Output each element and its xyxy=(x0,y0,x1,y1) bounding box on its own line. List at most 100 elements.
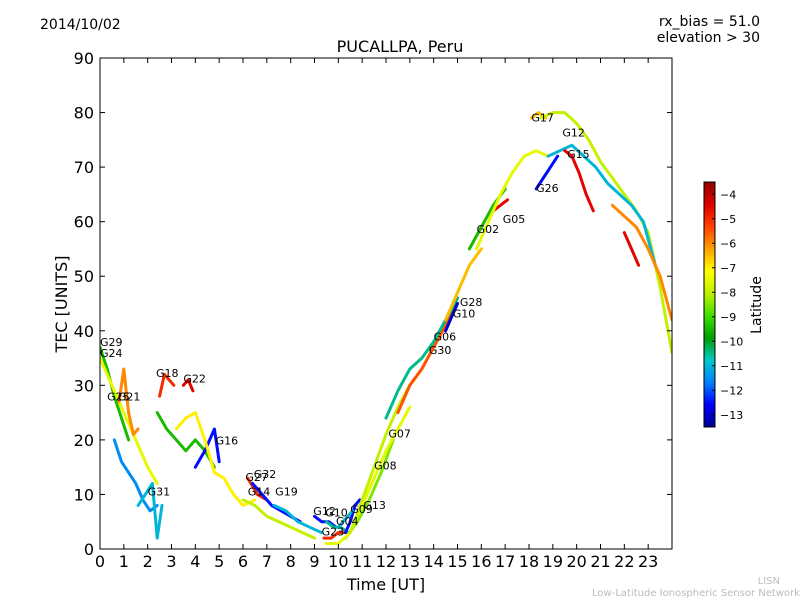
series-g22b xyxy=(622,231,641,267)
satellite-label: G17 xyxy=(531,111,554,124)
satellite-label: G32 xyxy=(254,468,277,481)
colorbar xyxy=(703,181,716,428)
x-tick-label: 13 xyxy=(400,552,420,571)
series-g08 xyxy=(324,405,412,545)
x-tick-label: 5 xyxy=(214,552,224,571)
series-g15 xyxy=(546,143,657,267)
satellite-label: G06 xyxy=(434,331,457,344)
footer-network-abbrev: LISN xyxy=(757,576,780,587)
colorbar-tick-label: −6 xyxy=(720,237,736,250)
series-g30 xyxy=(396,296,459,415)
series-g26 xyxy=(534,154,560,191)
x-tick-label: 3 xyxy=(166,552,176,571)
x-tick-label: 8 xyxy=(286,552,296,571)
x-tick-label: 22 xyxy=(614,552,634,571)
satellite-label: G23 xyxy=(322,525,345,538)
x-tick-label: 7 xyxy=(262,552,272,571)
rx-bias-label: rx_bias = 51.0 xyxy=(658,14,760,30)
series-g26b xyxy=(610,203,672,322)
x-tick-label: 14 xyxy=(423,552,443,571)
x-tick-label: 12 xyxy=(376,552,396,571)
satellite-label: G28 xyxy=(460,296,483,309)
series-g19 xyxy=(272,503,324,535)
satellite-label: G04 xyxy=(336,515,359,528)
elevation-label: elevation > 30 xyxy=(656,30,760,46)
satellite-label: G26 xyxy=(536,182,559,195)
series-g16 xyxy=(193,427,221,469)
satellite-label: G19 xyxy=(275,486,298,499)
x-tick-label: 23 xyxy=(638,552,658,571)
colorbar-tick-label: −5 xyxy=(720,213,736,226)
satellite-label: G18 xyxy=(156,367,179,380)
satellite-label: G15 xyxy=(567,148,590,161)
x-tick-label: 20 xyxy=(566,552,586,571)
satellite-label: G29 xyxy=(100,336,123,349)
date-label: 2014/10/02 xyxy=(40,17,121,33)
series-g18 xyxy=(158,372,176,398)
satellite-label: G05 xyxy=(503,213,526,226)
series-g31 xyxy=(136,482,164,540)
series-g21 xyxy=(117,367,140,436)
plot-frame xyxy=(99,57,673,550)
series-layer xyxy=(100,111,672,545)
series-g12b xyxy=(539,111,672,355)
x-tick-label: 6 xyxy=(238,552,248,571)
series-g14 xyxy=(241,498,316,540)
satellite-label: G25 xyxy=(107,391,130,404)
y-tick-label: 20 xyxy=(74,431,94,450)
satellite-label: G24 xyxy=(100,347,123,360)
x-tick-label: 15 xyxy=(447,552,467,571)
colorbar-tick-label: −11 xyxy=(720,360,743,373)
colorbar-tick-label: −9 xyxy=(720,311,736,324)
y-axis-label: TEC [UNITS] xyxy=(52,256,71,354)
satellite-label: G09 xyxy=(350,503,373,516)
y-tick-label: 0 xyxy=(84,540,94,559)
x-tick-label: 11 xyxy=(352,552,372,571)
x-axis-label: Time [UT] xyxy=(346,575,425,594)
satellite-label: G27 xyxy=(245,471,268,484)
series-g09 xyxy=(344,498,362,535)
satellite-label: G13 xyxy=(363,499,386,512)
series-g04 xyxy=(336,509,355,529)
series-g15b xyxy=(563,149,595,213)
colorbar-ticks: −4 −5 −6 −7 −8 −9 −10 −11 −12 −13 xyxy=(712,188,743,422)
chart-title: PUCALLPA, Peru xyxy=(336,37,464,56)
y-tick-label: 50 xyxy=(74,267,94,286)
colorbar-tick-label: −7 xyxy=(720,262,736,275)
satellite-label: G16 xyxy=(216,434,239,447)
x-tick-label: 1 xyxy=(119,552,129,571)
satellite-label: G10 xyxy=(325,506,348,519)
series-g29 xyxy=(100,345,131,442)
colorbar-tick-label: −10 xyxy=(720,335,743,348)
x-tick-label: 21 xyxy=(590,552,610,571)
y-tick-label: 30 xyxy=(74,376,94,395)
x-tick-label: 2 xyxy=(143,552,153,571)
x-tick-label: 19 xyxy=(543,552,563,571)
y-tick-label: 80 xyxy=(74,104,94,123)
satellite-label: G31 xyxy=(148,486,171,499)
y-tick-label: 60 xyxy=(74,213,94,232)
series-g10b xyxy=(444,302,459,333)
satellite-label: G12 xyxy=(562,127,585,140)
colorbar-label: Latitude xyxy=(749,276,765,334)
series-g23 xyxy=(322,531,347,540)
footer-network-name: Low-Latitude Ionospheric Sensor Network xyxy=(592,588,800,599)
y-tick-label: 40 xyxy=(74,322,94,341)
satellite-label: G08 xyxy=(374,459,397,472)
x-tick-label: 9 xyxy=(309,552,319,571)
satellite-label: G02 xyxy=(477,223,500,236)
satellite-label: G12 xyxy=(313,505,336,518)
series-g28 xyxy=(444,247,483,322)
satellite-label: G21 xyxy=(118,391,141,404)
satellite-label: G07 xyxy=(388,428,411,441)
series-g22 xyxy=(181,378,195,393)
satellite-label: G30 xyxy=(429,344,452,357)
satellite-label: G22 xyxy=(183,373,206,386)
colorbar-tick-label: −8 xyxy=(720,286,736,299)
satellite-label: G10 xyxy=(453,308,476,321)
y-tick-label: 90 xyxy=(74,49,94,68)
ticks-layer: 0 1 2 3 4 5 6 7 8 9 10 11 12 13 14 15 16 17 18 19 20 21 22 2301… xyxy=(74,49,672,571)
x-tick-label: 0 xyxy=(95,552,105,571)
